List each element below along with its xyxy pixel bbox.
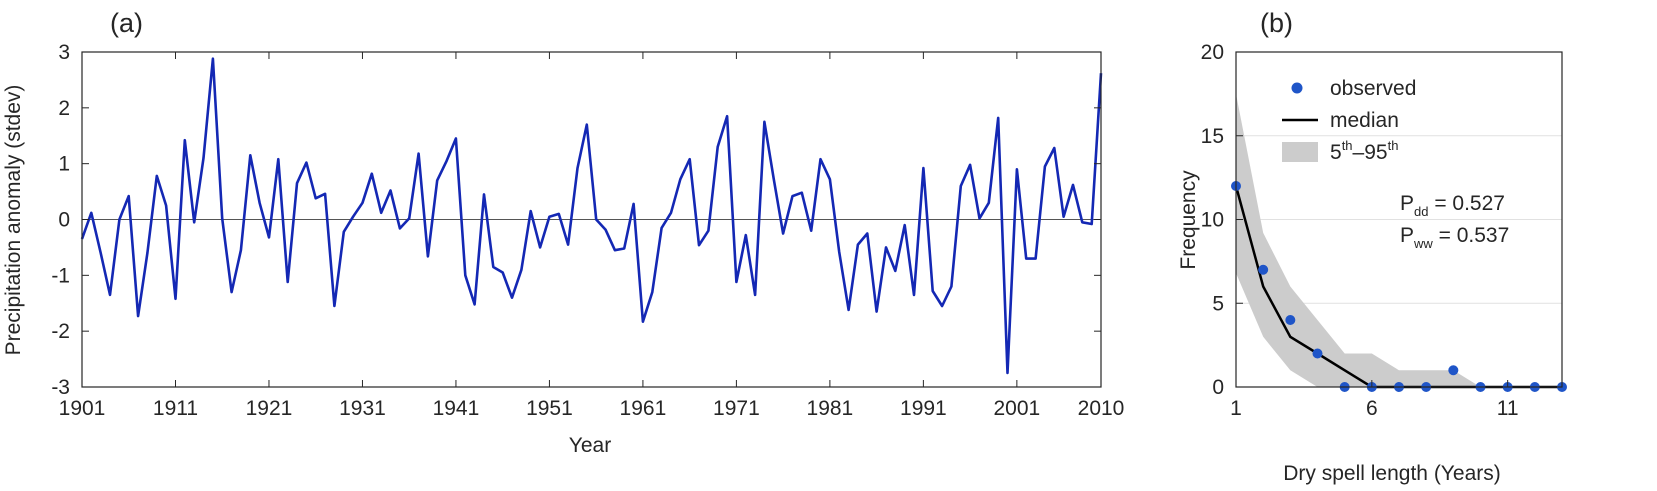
x-tick-label: 2001	[994, 397, 1041, 420]
x-axis-label: Year	[569, 434, 611, 457]
x-tick-label: 1971	[713, 397, 760, 420]
legend-median-label: median	[1330, 109, 1399, 132]
plot-frame	[81, 51, 1102, 388]
x-tick-label: 2010	[1078, 397, 1125, 420]
x-tick-label: 1941	[433, 397, 480, 420]
percentile-band	[1236, 93, 1562, 388]
legend-observed-marker	[1291, 82, 1303, 94]
x-tick-label: 1951	[526, 397, 573, 420]
x-axis-label-b: Dry spell length (Years)	[1283, 462, 1501, 485]
plot-frame-b	[1235, 51, 1563, 388]
legend-band-sup1: th	[1342, 138, 1353, 153]
legend-band-dash: –	[1353, 141, 1365, 164]
y-tick-label: 2	[58, 97, 70, 120]
panel-b-label: (b)	[1260, 8, 1293, 38]
legend-band-high: 95	[1364, 141, 1387, 164]
legend-band-sup2: th	[1388, 138, 1399, 153]
annotation-p-dd: Pdd = 0.527	[1400, 192, 1505, 219]
x-tick-labels-b: 1 6 11	[1230, 397, 1518, 420]
x-tick-label: 1981	[807, 397, 854, 420]
anomaly-line	[80, 57, 1103, 375]
p-dd-main: P	[1400, 192, 1414, 215]
legend-observed-label: observed	[1330, 77, 1416, 100]
legend-band-swatch	[1282, 142, 1318, 162]
legend-band-label: 5th–95th	[1330, 138, 1398, 164]
observed-point	[1448, 365, 1459, 376]
y-tick-label-b: 10	[1201, 209, 1224, 232]
legend-band-low: 5	[1330, 141, 1342, 164]
legend: observed median 5th–95th	[1282, 77, 1416, 164]
x-tick-label: 1961	[620, 397, 667, 420]
x-tick-label-b: 6	[1366, 397, 1378, 420]
y-tick-label-b: 20	[1201, 41, 1224, 64]
y-tick-labels: -3 -2 -1 0 1 2 3	[51, 41, 70, 399]
y-axis-label-b: Frequency	[1177, 170, 1200, 270]
percentile-band-area	[1236, 93, 1562, 388]
x-tick-label: 1901	[59, 397, 106, 420]
anomaly-series	[80, 57, 1103, 375]
observed-point	[1258, 264, 1269, 275]
y-tick-label: 3	[58, 41, 70, 64]
x-tick-label-b: 11	[1497, 397, 1519, 420]
y-tick-label-b: 0	[1212, 376, 1224, 399]
y-tick-label-b: 15	[1201, 125, 1224, 148]
y-tick-label: 0	[58, 209, 70, 232]
y-tick-label: -1	[51, 264, 70, 287]
p-dd-value: = 0.527	[1428, 192, 1504, 215]
observed-point	[1285, 315, 1296, 325]
p-ww-sub: ww	[1413, 236, 1433, 251]
x-tick-label: 1921	[246, 397, 293, 420]
panel-a-precipitation-anomaly: (a) 1901 1911 1921 1931 1941 1951 1961 1971 1981…	[2, 8, 1124, 457]
p-ww-main: P	[1400, 224, 1414, 247]
x-tick-label: 1911	[153, 397, 198, 420]
observed-point	[1312, 348, 1323, 359]
annotation-p-ww: Pww = 0.537	[1400, 224, 1509, 251]
y-axis-label: Precipitation anomaly (stdev)	[2, 85, 25, 356]
p-ww-value: = 0.537	[1433, 224, 1509, 247]
x-tick-label-b: 1	[1230, 397, 1242, 420]
y-tick-label: -2	[51, 320, 70, 343]
y-tick-labels-b: 0 5 10 15 20	[1201, 41, 1224, 399]
y-tick-label: 1	[58, 153, 70, 176]
x-tick-label: 1991	[900, 397, 947, 420]
panel-a-label: (a)	[110, 8, 143, 38]
y-tick-label-b: 5	[1212, 292, 1224, 315]
x-tick-labels: 1901 1911 1921 1931 1941 1951 1961 1971 1981 1991…	[59, 397, 1125, 420]
x-tick-label: 1931	[339, 397, 386, 420]
p-dd-sub: dd	[1414, 204, 1428, 219]
y-tick-label: -3	[51, 376, 70, 399]
